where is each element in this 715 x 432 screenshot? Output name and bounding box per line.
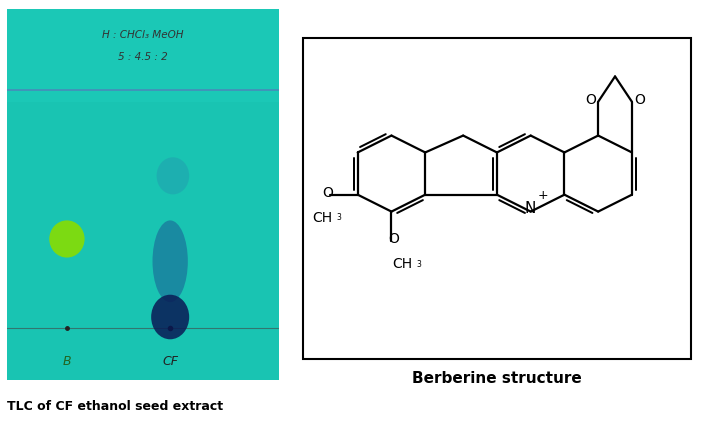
Text: O: O bbox=[585, 92, 596, 107]
Text: $_3$: $_3$ bbox=[415, 258, 422, 270]
Text: CF: CF bbox=[162, 355, 178, 368]
Text: Berberine structure: Berberine structure bbox=[412, 371, 582, 386]
Bar bbox=[7, 9, 279, 102]
Text: TLC of CF ethanol seed extract: TLC of CF ethanol seed extract bbox=[7, 400, 223, 413]
Ellipse shape bbox=[157, 157, 189, 194]
Ellipse shape bbox=[151, 295, 189, 339]
Bar bbox=[303, 38, 691, 359]
Text: 5 : 4.5 : 2: 5 : 4.5 : 2 bbox=[118, 52, 168, 62]
Text: CH: CH bbox=[392, 257, 412, 271]
Text: CH: CH bbox=[312, 211, 332, 225]
Ellipse shape bbox=[49, 220, 84, 257]
Text: B: B bbox=[63, 355, 72, 368]
Ellipse shape bbox=[152, 220, 188, 302]
Text: O: O bbox=[322, 186, 334, 200]
Text: N: N bbox=[525, 201, 536, 216]
Text: $_3$: $_3$ bbox=[336, 212, 342, 224]
Text: O: O bbox=[634, 92, 645, 107]
Text: +: + bbox=[538, 189, 548, 202]
Text: H : CHCl₃ MeOH: H : CHCl₃ MeOH bbox=[102, 30, 184, 40]
Text: O: O bbox=[388, 232, 399, 246]
